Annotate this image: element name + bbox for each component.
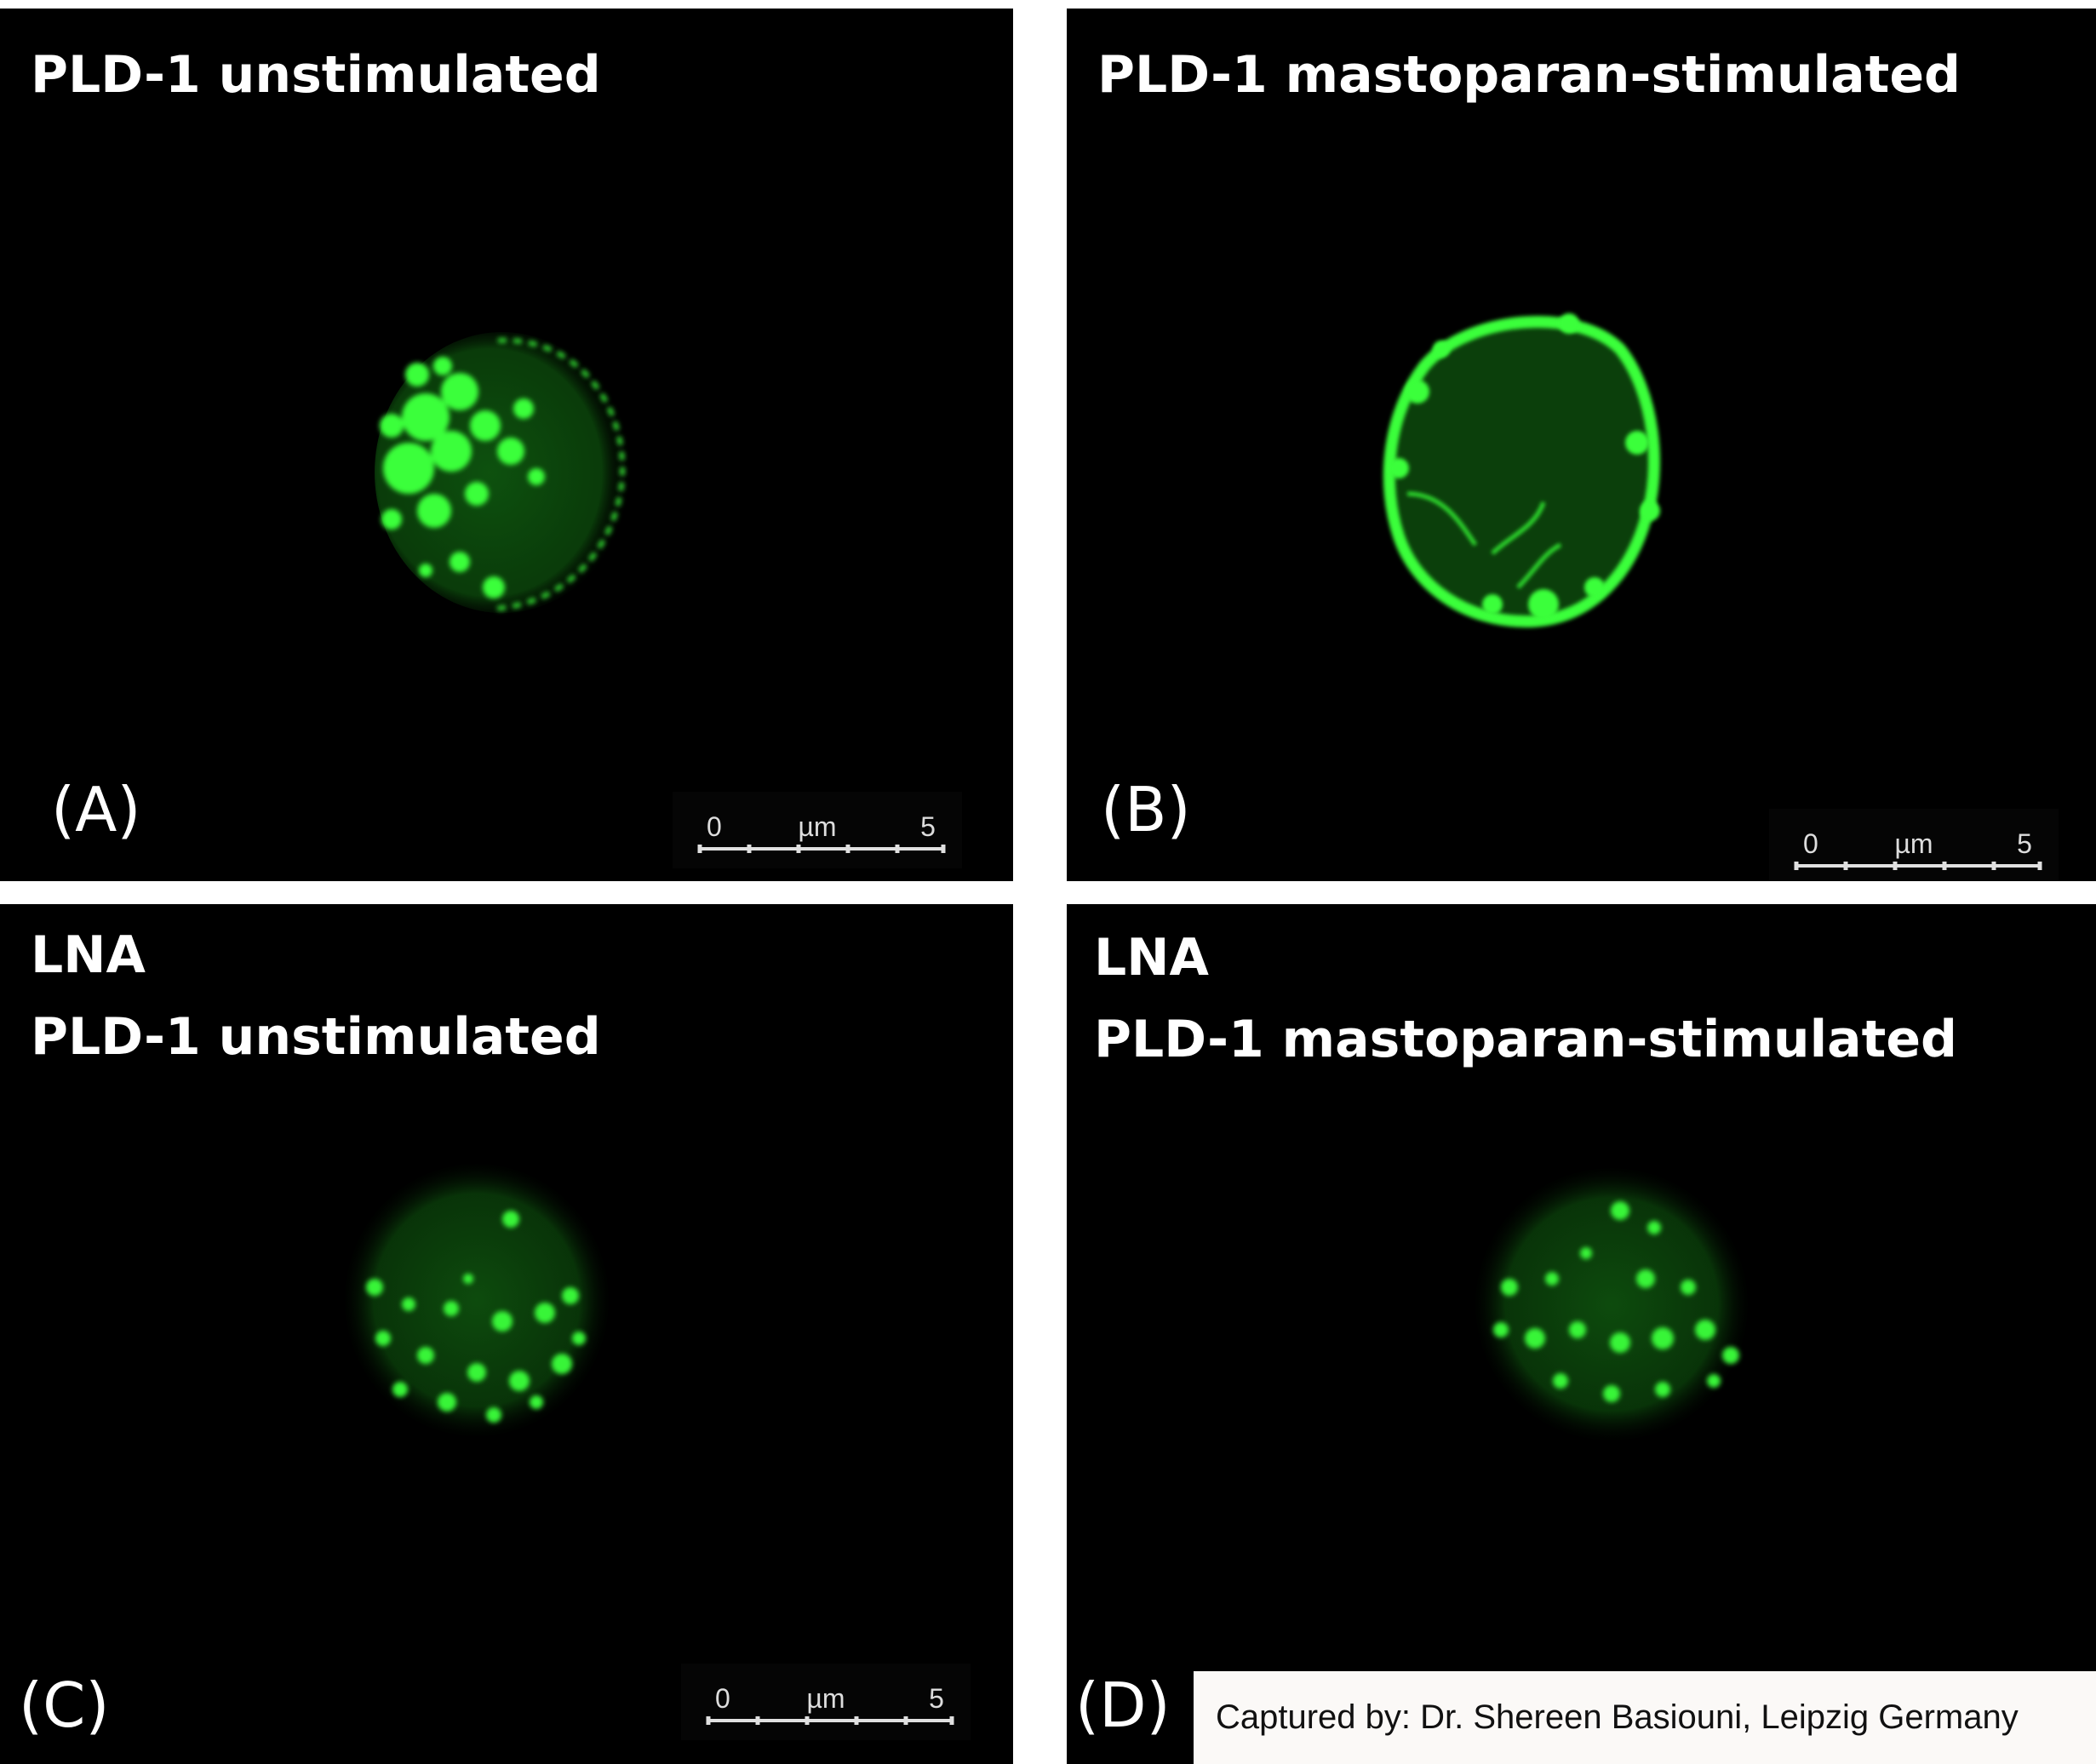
scale-bar-start-label: 0 [707,811,722,842]
scale-bar-end-label: 5 [929,1683,944,1714]
panel-a: PLD-1 unstimulated (A) 0 µm 5 [0,9,1013,881]
panel-b: PLD-1 mastoparan-stimulated (B) 0 µm 5 [1067,9,2096,881]
panel-a-letter: (A) [51,779,140,840]
panel-d: LNA PLD-1 mastoparan-stimulated (D) [1067,904,2096,1764]
panel-c-cell-image [324,1160,630,1449]
scale-bar-end-label: 5 [2017,828,2032,859]
scale-bar-unit-label: µm [806,1683,845,1714]
panel-a-cell-image [341,315,664,621]
panel-a-scale-bar: 0 µm 5 [673,792,962,868]
panel-a-title-line: PLD-1 unstimulated [31,34,601,116]
scale-bar-unit-label: µm [798,811,836,842]
panel-c-title: LNA PLD-1 unstimulated [31,914,601,1078]
panel-c-title-line-1: LNA [31,914,601,996]
panel-d-title-line-2: PLD-1 mastoparan-stimulated [1094,999,1957,1080]
scale-bar-start-label: 0 [715,1683,730,1714]
panel-a-title: PLD-1 unstimulated [31,34,601,116]
scale-bar-end-label: 5 [920,811,936,842]
panel-b-cell-image [1365,298,1688,639]
panel-b-scale-bar: 0 µm 5 [1769,809,2059,881]
panel-c: LNA PLD-1 unstimulated (C) 0 µm 5 [0,904,1013,1764]
scale-bar-start-label: 0 [1803,828,1818,859]
panel-b-title-line: PLD-1 mastoparan-stimulated [1097,34,1961,116]
panel-c-letter: (C) [19,1675,109,1736]
panel-c-scale-bar: 0 µm 5 [681,1664,971,1740]
panel-b-letter: (B) [1101,779,1191,840]
panel-c-title-line-2: PLD-1 unstimulated [31,996,601,1078]
panel-d-title-line-1: LNA [1094,917,1957,999]
panel-d-title: LNA PLD-1 mastoparan-stimulated [1094,917,1957,1080]
panel-d-cell-image [1450,1160,1773,1458]
scale-bar-unit-label: µm [1894,828,1933,859]
panel-b-title: PLD-1 mastoparan-stimulated [1097,34,1961,116]
panel-d-letter: (D) [1075,1675,1171,1736]
photo-credit: Captured by: Dr. Shereen Basiouni, Leipz… [1194,1671,2096,1764]
